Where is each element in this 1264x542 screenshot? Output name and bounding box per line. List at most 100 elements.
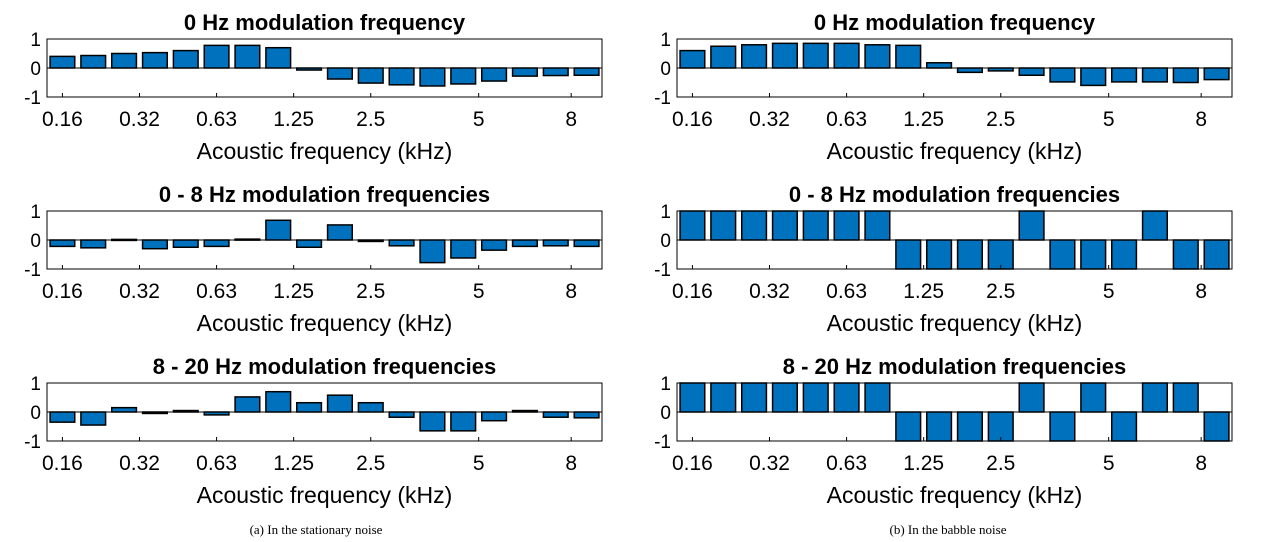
bar <box>419 411 446 432</box>
bar <box>926 62 953 69</box>
x-axis-label: Acoustic frequency (kHz) <box>827 310 1083 336</box>
bar <box>481 411 508 422</box>
x-tick-label: 2.5 <box>356 280 385 303</box>
y-tick-label: 0 <box>660 403 671 424</box>
y-tick-label: 0 <box>30 231 41 252</box>
bar <box>833 210 860 241</box>
bar <box>542 67 569 77</box>
bar <box>450 239 477 259</box>
chart-title: 8 - 20 Hz modulation frequencies <box>153 354 497 379</box>
bar <box>926 239 953 270</box>
bar <box>771 210 798 241</box>
bar <box>1111 411 1138 442</box>
bar <box>450 411 477 432</box>
bar <box>710 45 737 69</box>
x-tick-label: 5 <box>1103 108 1115 131</box>
bar <box>987 239 1014 270</box>
bar <box>741 44 768 69</box>
bar <box>1203 239 1230 270</box>
y-tick-label: 1 <box>30 374 41 395</box>
bar <box>895 411 922 442</box>
bar <box>111 52 138 69</box>
x-tick-label: 0.16 <box>42 108 83 131</box>
x-tick-label: 0.32 <box>749 452 790 475</box>
chart-panel-a-3: 8 - 20 Hz modulation frequencies 1 0 -10.16… <box>24 354 603 508</box>
caption-a: (a) In the stationary noise <box>249 522 383 537</box>
bar <box>419 67 446 87</box>
chart-title: 8 - 20 Hz modulation frequencies <box>783 354 1127 379</box>
bar <box>864 382 891 413</box>
bar <box>450 67 477 85</box>
x-tick-label: 1.25 <box>273 452 314 475</box>
bar <box>1080 67 1107 87</box>
x-tick-label: 0.32 <box>119 452 160 475</box>
caption-b: (b) In the babble noise <box>889 522 1007 537</box>
chart-panel-b-3: 8 - 20 Hz modulation frequencies 1 0 -10.16… <box>654 354 1233 508</box>
bar <box>388 411 415 418</box>
x-tick-label: 0.63 <box>826 108 867 131</box>
x-tick-label: 0.16 <box>672 280 713 303</box>
bar <box>1172 67 1199 84</box>
bar <box>895 239 922 270</box>
x-axis-label: Acoustic frequency (kHz) <box>827 482 1083 508</box>
bar <box>49 411 76 423</box>
bar <box>956 239 983 270</box>
x-tick-label: 2.5 <box>986 280 1015 303</box>
bar <box>265 219 292 241</box>
bar <box>679 210 706 241</box>
y-tick-label: 1 <box>30 30 41 51</box>
x-tick-label: 0.32 <box>119 108 160 131</box>
x-tick-label: 0.16 <box>42 280 83 303</box>
x-tick-label: 8 <box>565 280 577 303</box>
bar <box>203 239 230 248</box>
bar <box>141 239 168 250</box>
y-tick-label: -1 <box>654 432 671 453</box>
bar <box>710 210 737 241</box>
chart-panel-a-1: 0 Hz modulation frequency 1 0 -10.16 0.32 0.6… <box>24 10 603 164</box>
bar <box>1203 67 1230 81</box>
bar <box>1080 382 1107 413</box>
bar <box>1018 67 1045 76</box>
bar <box>833 382 860 413</box>
y-tick-label: -1 <box>24 260 41 281</box>
x-tick-label: 1.25 <box>903 108 944 131</box>
y-tick-label: 0 <box>30 59 41 80</box>
bar <box>956 67 983 74</box>
bar <box>326 224 354 241</box>
bar <box>141 51 168 69</box>
bar <box>326 67 354 80</box>
y-tick-label: 0 <box>660 59 671 80</box>
bar <box>80 411 107 426</box>
bar <box>802 42 829 69</box>
y-tick-label: -1 <box>24 432 41 453</box>
bar <box>1172 382 1199 413</box>
x-tick-label: 0.63 <box>196 280 237 303</box>
bar <box>326 394 354 413</box>
bar <box>80 54 107 69</box>
bar <box>1172 239 1199 270</box>
x-tick-label: 0.16 <box>42 452 83 475</box>
bar <box>388 67 415 86</box>
bar <box>926 411 953 442</box>
bar <box>1080 239 1107 270</box>
x-tick-label: 5 <box>1103 280 1115 303</box>
y-tick-label: -1 <box>654 88 671 109</box>
bar <box>49 55 76 69</box>
x-tick-label: 8 <box>565 452 577 475</box>
bar <box>771 382 798 413</box>
bar <box>234 44 261 69</box>
bar <box>741 382 768 413</box>
chart-panel-b-1: 0 Hz modulation frequency 1 0 -10.16 0.32 0.6… <box>654 10 1233 164</box>
bar <box>1203 411 1230 442</box>
bar <box>833 42 860 69</box>
x-tick-label: 0.32 <box>119 280 160 303</box>
bar <box>265 390 292 413</box>
x-tick-label: 0.63 <box>826 280 867 303</box>
x-tick-label: 0.63 <box>196 452 237 475</box>
bar <box>1049 67 1076 83</box>
x-tick-label: 1.25 <box>273 108 314 131</box>
bar <box>1049 239 1076 270</box>
bar <box>679 382 706 413</box>
bar <box>802 210 829 241</box>
